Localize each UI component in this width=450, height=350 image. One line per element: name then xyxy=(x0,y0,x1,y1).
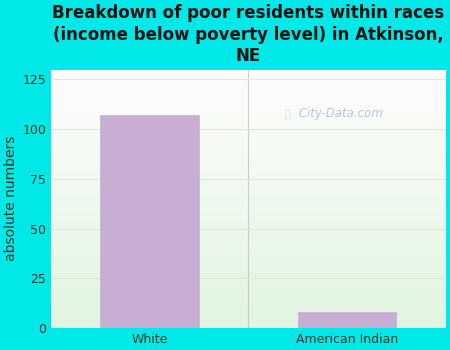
Bar xyxy=(298,312,396,328)
Bar xyxy=(100,115,199,328)
Text: 🔍: 🔍 xyxy=(285,108,291,118)
Title: Breakdown of poor residents within races
(income below poverty level) in Atkinso: Breakdown of poor residents within races… xyxy=(52,4,445,65)
Y-axis label: absolute numbers: absolute numbers xyxy=(4,136,18,261)
Text: City-Data.com: City-Data.com xyxy=(295,107,383,120)
